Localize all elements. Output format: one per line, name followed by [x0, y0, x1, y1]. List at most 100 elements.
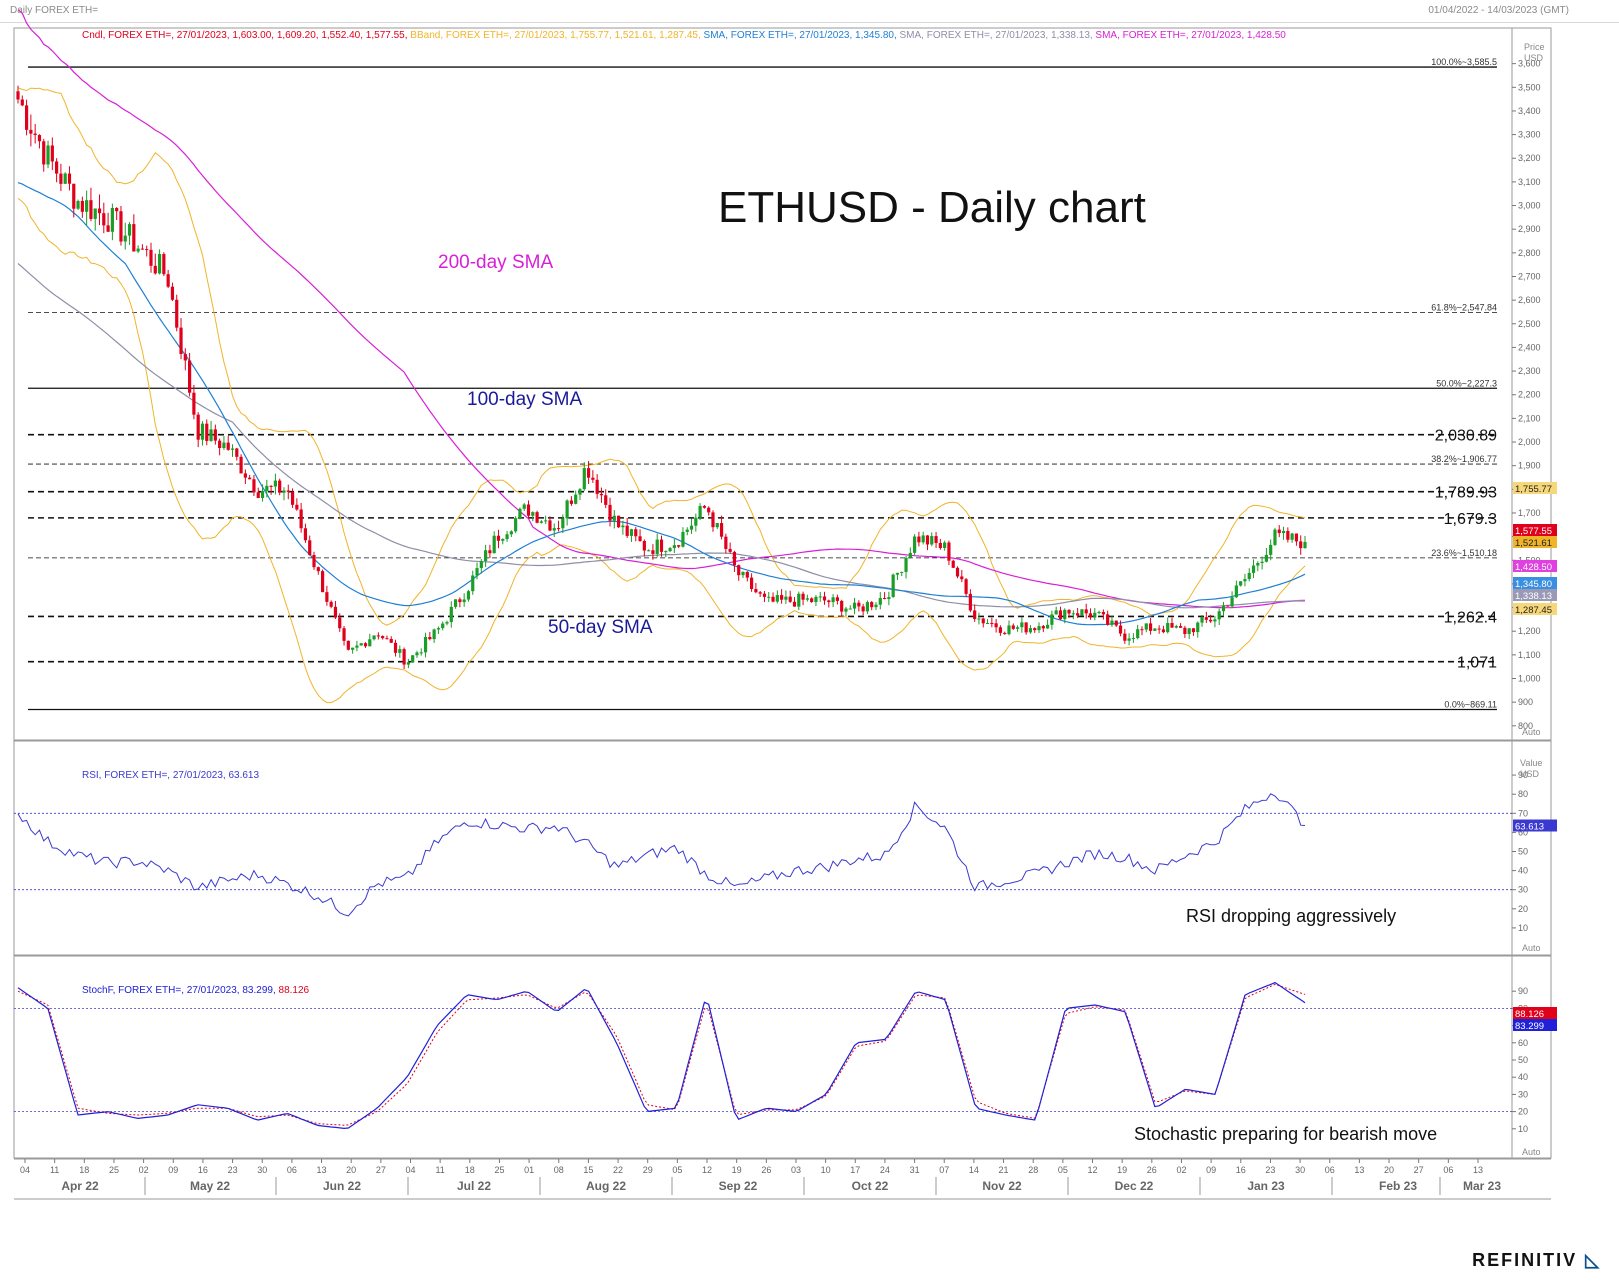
candle-body: [1054, 610, 1058, 615]
x-axis-day-label: 13: [1354, 1165, 1364, 1175]
candle-body: [1196, 622, 1200, 633]
x-axis-day-label: 11: [50, 1165, 59, 1175]
candle-body: [586, 468, 591, 478]
stoch-axis-tick-label: 20: [1518, 1107, 1528, 1117]
candle-body: [762, 593, 767, 597]
candle-body: [719, 523, 724, 537]
x-axis-month-label: Nov 22: [982, 1179, 1022, 1193]
candle-body: [612, 515, 616, 521]
candle-body: [582, 468, 586, 490]
chart-instrument-label: Daily FOREX ETH=: [10, 5, 99, 16]
candle-body: [342, 628, 346, 641]
rsi-line: [17, 793, 1306, 917]
candle-body: [947, 542, 951, 561]
candle-body: [1204, 617, 1208, 620]
candle-body: [1191, 628, 1196, 633]
price-axis-tick-label: 800: [1518, 721, 1533, 731]
candle-body: [1033, 628, 1037, 631]
candle-body: [359, 643, 363, 646]
candle-body: [1118, 625, 1123, 634]
x-axis-day-label: 29: [643, 1165, 653, 1175]
candle-body: [196, 414, 200, 440]
refinitiv-mark-icon: ◺: [1585, 1250, 1601, 1270]
price-axis-tick-label: 2,300: [1518, 366, 1541, 376]
sma50-annotation: 50-day SMA: [548, 617, 653, 638]
x-axis-day-label: 15: [583, 1165, 593, 1175]
price-axis-tick-label: 2,600: [1518, 295, 1541, 305]
candle-body: [239, 456, 243, 474]
price-axis-tick-label: 2,700: [1518, 271, 1541, 281]
candle-body: [338, 617, 342, 629]
candle-body: [882, 598, 887, 600]
candle-body: [788, 596, 792, 602]
stoch-axis-tick-label: 10: [1518, 1124, 1528, 1134]
candle-body: [423, 636, 428, 653]
price-tag-label: 1,338.13: [1515, 591, 1552, 602]
candle-body: [1063, 609, 1067, 620]
candle-body: [685, 529, 689, 532]
stoch-legend-item: StochF, FOREX ETH=, 27/01/2023,: [82, 985, 242, 996]
x-axis-day-label: 20: [1384, 1165, 1394, 1175]
candle-body: [355, 645, 359, 648]
candle-body: [329, 601, 333, 607]
price-axis-tick-label: 3,000: [1518, 201, 1541, 211]
candle-body: [1281, 530, 1286, 534]
candle-body: [1076, 613, 1080, 616]
stoch-value-tag: [1513, 1007, 1557, 1019]
candle-body: [1058, 610, 1063, 620]
candle-body: [1046, 624, 1050, 629]
candle-body: [651, 550, 655, 554]
candle-body: [471, 575, 475, 592]
candle-body: [985, 622, 990, 624]
price-tag: [1513, 536, 1557, 548]
candle-body: [775, 595, 779, 602]
candle-body: [677, 545, 681, 547]
candle-body: [80, 200, 84, 212]
candle-body: [1015, 627, 1020, 629]
candle-body: [1106, 614, 1110, 625]
price-axis-tick-label: 1,100: [1518, 650, 1541, 660]
candle-body: [1260, 561, 1264, 564]
candle-body: [1101, 612, 1105, 615]
price-tag-label: 1,521.61: [1515, 538, 1552, 549]
price-axis-tick-label: 2,100: [1518, 413, 1541, 423]
candle-body: [852, 602, 857, 609]
price-axis-tick-label: 2,500: [1518, 319, 1541, 329]
candle-body: [1226, 605, 1230, 607]
candle-body: [1161, 629, 1166, 633]
candle-body: [642, 540, 646, 551]
candle-body: [526, 504, 531, 516]
candle-body: [921, 535, 925, 543]
x-axis-day-label: 25: [494, 1165, 504, 1175]
candle-body: [119, 211, 123, 242]
candle-body: [925, 535, 930, 545]
candle-body: [1243, 579, 1247, 582]
candle-body: [1071, 613, 1075, 615]
x-axis-day-label: 13: [317, 1165, 327, 1175]
candle-body: [822, 596, 827, 601]
sma200-annotation: 200-day SMA: [438, 252, 553, 273]
candle-body: [514, 518, 518, 532]
candle-body: [252, 479, 256, 493]
candle-body: [1007, 625, 1011, 635]
candle-body: [106, 225, 110, 232]
candle-body: [604, 495, 608, 505]
candle-body: [1114, 620, 1118, 626]
candle-body: [256, 492, 260, 498]
candle-body: [162, 254, 166, 275]
x-axis-day-label: 23: [228, 1165, 238, 1175]
candle-body: [260, 491, 265, 498]
candle-body: [968, 593, 972, 611]
candle-body: [235, 448, 239, 457]
candle-body: [269, 485, 273, 487]
candle-body: [878, 598, 882, 605]
candle-body: [170, 286, 175, 300]
stoch-d-line: [17, 983, 1306, 1126]
candle-body: [484, 550, 488, 562]
x-axis-day-label: 12: [1088, 1165, 1098, 1175]
stoch-axis-tick-label: 40: [1518, 1072, 1528, 1082]
x-axis-month-label: Apr 22: [61, 1179, 99, 1193]
price-axis-title: Price: [1524, 42, 1545, 52]
candle-body: [994, 623, 998, 628]
